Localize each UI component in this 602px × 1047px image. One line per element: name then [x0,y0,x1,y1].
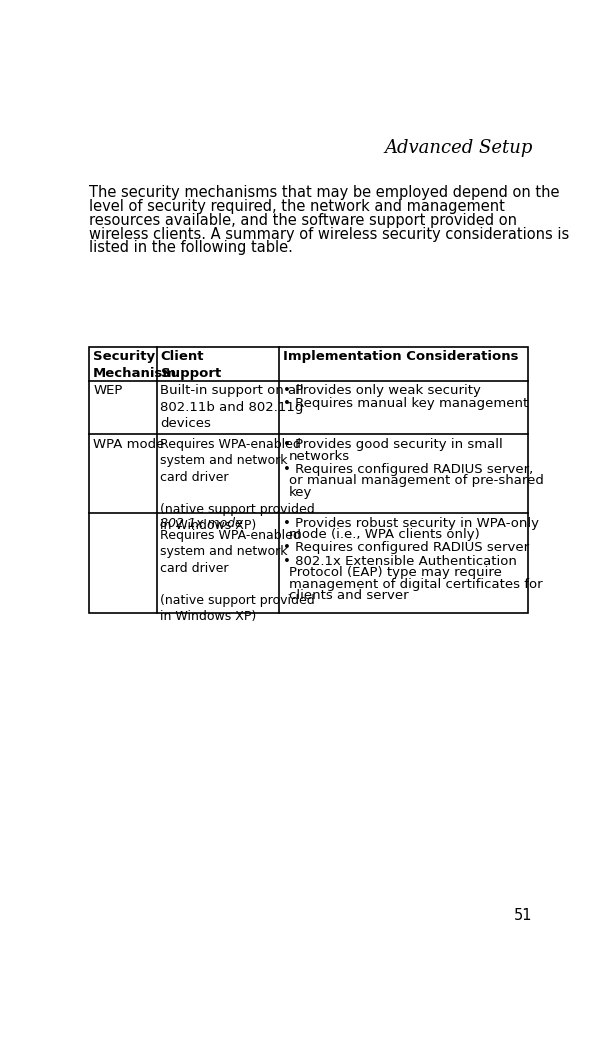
Text: or manual management of pre-shared: or manual management of pre-shared [289,474,544,488]
Text: • Provides good security in small: • Provides good security in small [283,439,503,451]
Text: Requires WPA-enabled
system and network
card driver

(native support provided
in: Requires WPA-enabled system and network … [161,529,315,623]
Text: The security mechanisms that may be employed depend on the: The security mechanisms that may be empl… [89,185,560,200]
Text: mode (i.e., WPA clients only): mode (i.e., WPA clients only) [289,529,480,541]
Text: Client
Support: Client Support [161,351,221,380]
Text: key: key [289,486,312,499]
Text: WPA mode: WPA mode [93,439,164,451]
Text: WEP: WEP [93,384,122,398]
Text: management of digital certificates for: management of digital certificates for [289,578,543,591]
Text: • Provides robust security in WPA-only: • Provides robust security in WPA-only [283,517,539,530]
Text: level of security required, the network and management: level of security required, the network … [89,199,505,214]
Text: Requires WPA-enabled
system and network
card driver

(native support provided
in: Requires WPA-enabled system and network … [161,439,315,532]
Text: networks: networks [289,450,350,463]
Text: • Requires manual key management: • Requires manual key management [283,398,528,410]
Text: • Provides only weak security: • Provides only weak security [283,384,481,398]
Bar [89,347,528,614]
Text: clients and server: clients and server [289,589,409,602]
Text: Security
Mechanism: Security Mechanism [93,351,177,380]
Text: • Requires configured RADIUS server,: • Requires configured RADIUS server, [283,463,533,476]
Text: Advanced Setup: Advanced Setup [384,139,533,157]
Text: resources available, and the software support provided on: resources available, and the software su… [89,213,517,227]
Text: Protocol (EAP) type may require: Protocol (EAP) type may require [289,566,502,579]
Text: wireless clients. A summary of wireless security considerations is: wireless clients. A summary of wireless … [89,226,569,242]
Text: Built-in support on all
802.11b and 802.11g
devices: Built-in support on all 802.11b and 802.… [161,384,304,429]
Text: 802.1x mode: 802.1x mode [161,517,243,530]
Text: • 802.1x Extensible Authentication: • 802.1x Extensible Authentication [283,555,517,567]
Text: listed in the following table.: listed in the following table. [89,241,293,255]
Text: • Requires configured RADIUS server: • Requires configured RADIUS server [283,541,529,555]
Text: 51: 51 [514,908,533,922]
Text: Implementation Considerations: Implementation Considerations [283,351,518,363]
